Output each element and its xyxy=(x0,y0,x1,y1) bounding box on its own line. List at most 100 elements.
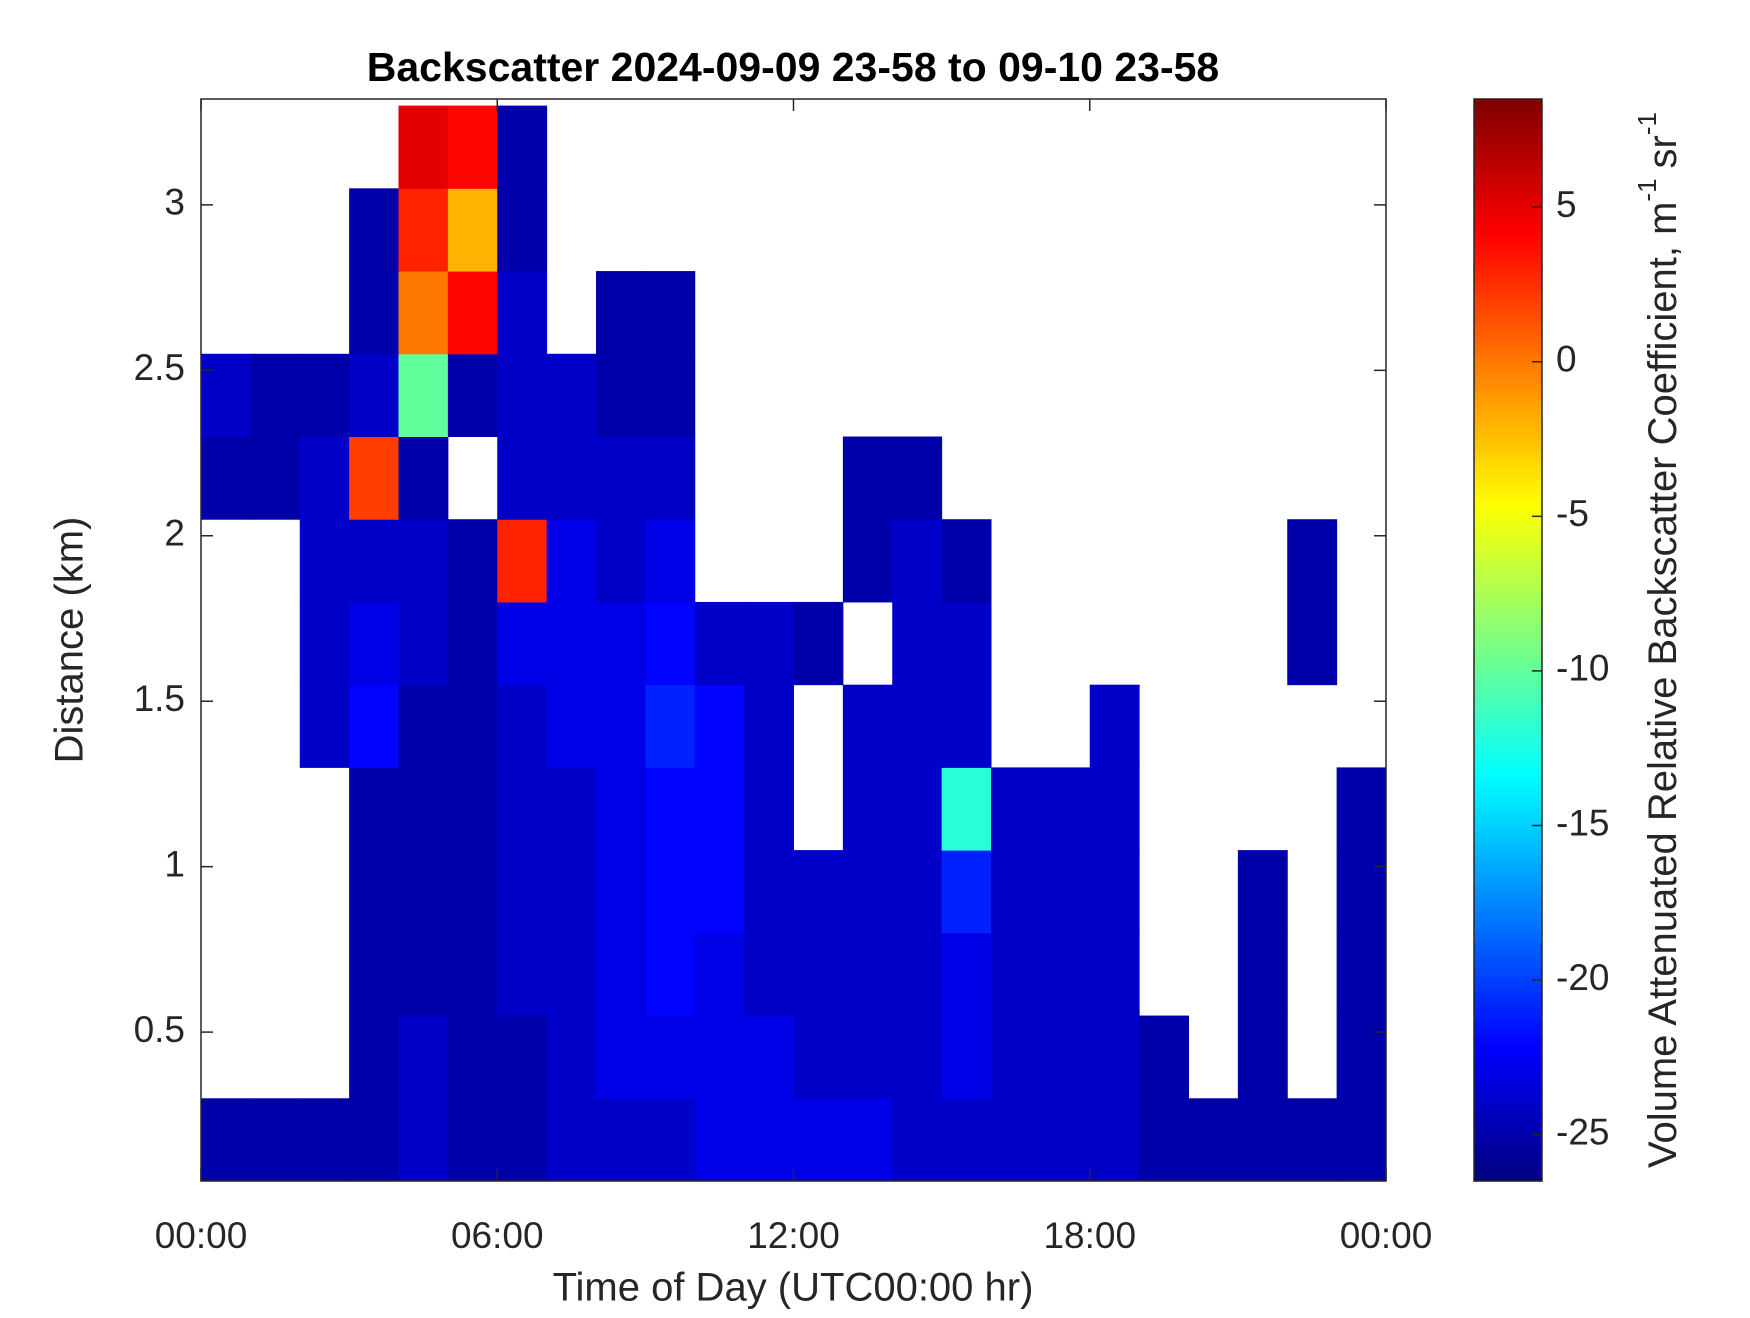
colorbar-swatch xyxy=(1474,1137,1542,1144)
heatmap-cell xyxy=(744,1015,794,1099)
heatmap-cell xyxy=(299,601,350,686)
heatmap-cell xyxy=(447,188,498,272)
heatmap-cell xyxy=(941,684,992,768)
heatmap-cell xyxy=(398,436,449,520)
heatmap-cell xyxy=(497,105,548,189)
colorbar-swatch xyxy=(1474,1105,1542,1112)
heatmap-cell xyxy=(299,353,350,438)
colorbar-swatch xyxy=(1474,959,1542,966)
x-tick-label: 18:00 xyxy=(1043,1215,1136,1256)
colorbar-swatch xyxy=(1474,99,1542,106)
heatmap-cell xyxy=(447,271,498,355)
heatmap-cell xyxy=(793,601,844,686)
colorbar-swatch xyxy=(1474,466,1542,473)
colorbar-swatch xyxy=(1474,1126,1542,1133)
colorbar-swatch xyxy=(1474,342,1542,349)
heatmap-cell xyxy=(941,850,992,934)
heatmap-cell xyxy=(596,767,646,851)
heatmap-cell xyxy=(842,932,893,1017)
heatmap-cell xyxy=(941,601,992,686)
heatmap-cell xyxy=(645,271,696,355)
colorbar-swatch xyxy=(1474,1153,1542,1160)
colorbar-swatch xyxy=(1474,174,1542,181)
chart-title: Backscatter 2024-09-09 23-58 to 09-10 23… xyxy=(367,44,1219,90)
colorbar-swatch xyxy=(1474,699,1542,706)
colorbar-swatch xyxy=(1474,418,1542,425)
heatmap-cell xyxy=(892,601,943,686)
heatmap-cell xyxy=(299,1098,350,1182)
colorbar-swatch xyxy=(1474,190,1542,197)
colorbar-swatch xyxy=(1474,104,1542,111)
colorbar-swatch xyxy=(1474,850,1542,857)
heatmap-cell xyxy=(349,436,399,520)
heatmap-cell xyxy=(596,271,646,355)
colorbar-swatch xyxy=(1474,1024,1542,1031)
heatmap-cell xyxy=(694,1098,745,1182)
colorbar-tick-label: -5 xyxy=(1556,493,1589,534)
colorbar-swatch xyxy=(1474,1018,1542,1025)
heatmap-cell xyxy=(546,601,597,686)
colorbar-swatch xyxy=(1474,888,1542,895)
colorbar-swatch xyxy=(1474,569,1542,576)
heatmap-cell xyxy=(447,932,498,1017)
heatmap-cell xyxy=(497,850,548,934)
heatmap-cell xyxy=(447,105,498,189)
colorbar: -25 -20 -15 -10 -5 0 5 xyxy=(1473,98,1609,1182)
heatmap-cell xyxy=(546,1098,597,1182)
heatmap-cell xyxy=(1040,932,1091,1017)
colorbar-swatch xyxy=(1474,721,1542,728)
colorbar-swatch xyxy=(1474,942,1542,949)
heatmap-cell xyxy=(645,684,696,768)
colorbar-swatch xyxy=(1474,1099,1542,1106)
colorbar-swatch xyxy=(1474,510,1542,517)
colorbar-swatch xyxy=(1474,1078,1542,1085)
colorbar-swatch xyxy=(1474,358,1542,365)
colorbar-swatch xyxy=(1474,986,1542,993)
colorbar-swatch xyxy=(1474,353,1542,360)
y-axis-label: Distance (km) xyxy=(48,517,92,764)
heatmap-cell xyxy=(497,1098,548,1182)
colorbar-swatch xyxy=(1474,753,1542,760)
colorbar-swatch xyxy=(1474,407,1542,414)
colorbar-tick-label: -20 xyxy=(1556,957,1609,998)
heatmap-cell xyxy=(546,519,597,603)
colorbar-swatch xyxy=(1474,710,1542,717)
colorbar-swatch xyxy=(1474,1072,1542,1079)
colorbar-swatch xyxy=(1474,1002,1542,1009)
colorbar-swatch xyxy=(1474,845,1542,852)
heatmap-cell xyxy=(447,519,498,603)
heatmap-cell xyxy=(1336,932,1387,1017)
colorbar-swatch xyxy=(1474,883,1542,890)
colorbar-swatch xyxy=(1474,856,1542,863)
heatmap-cell xyxy=(546,436,597,520)
heatmap-cell xyxy=(201,1098,251,1182)
heatmap-cell xyxy=(694,684,745,768)
colorbar-swatch xyxy=(1474,239,1542,246)
colorbar-swatch xyxy=(1474,526,1542,533)
colorbar-swatch xyxy=(1474,153,1542,160)
colorbar-swatch xyxy=(1474,282,1542,289)
colorbar-swatch xyxy=(1474,688,1542,695)
heatmap-cell xyxy=(546,1015,597,1099)
y-tick-label: 1 xyxy=(164,843,185,884)
colorbar-swatch xyxy=(1474,915,1542,922)
colorbar-swatch xyxy=(1474,645,1542,652)
colorbar-swatch xyxy=(1474,1061,1542,1068)
heatmap-cell xyxy=(497,436,548,520)
heatmap-cell xyxy=(546,353,597,438)
heatmap-cell xyxy=(793,1015,844,1099)
colorbar-swatch xyxy=(1474,764,1542,771)
colorbar-swatch xyxy=(1474,180,1542,187)
colorbar-swatch xyxy=(1474,163,1542,170)
heatmap-cell xyxy=(349,1098,399,1182)
heatmap-cell xyxy=(398,1015,449,1099)
heatmap-cell xyxy=(546,684,597,768)
heatmap-cell xyxy=(1089,684,1140,768)
heatmap-cell xyxy=(892,684,943,768)
colorbar-swatch xyxy=(1474,1013,1542,1020)
colorbar-swatch xyxy=(1474,937,1542,944)
heatmap-cell xyxy=(349,850,399,934)
heatmap-cell xyxy=(299,519,350,603)
colorbar-swatch xyxy=(1474,439,1542,446)
